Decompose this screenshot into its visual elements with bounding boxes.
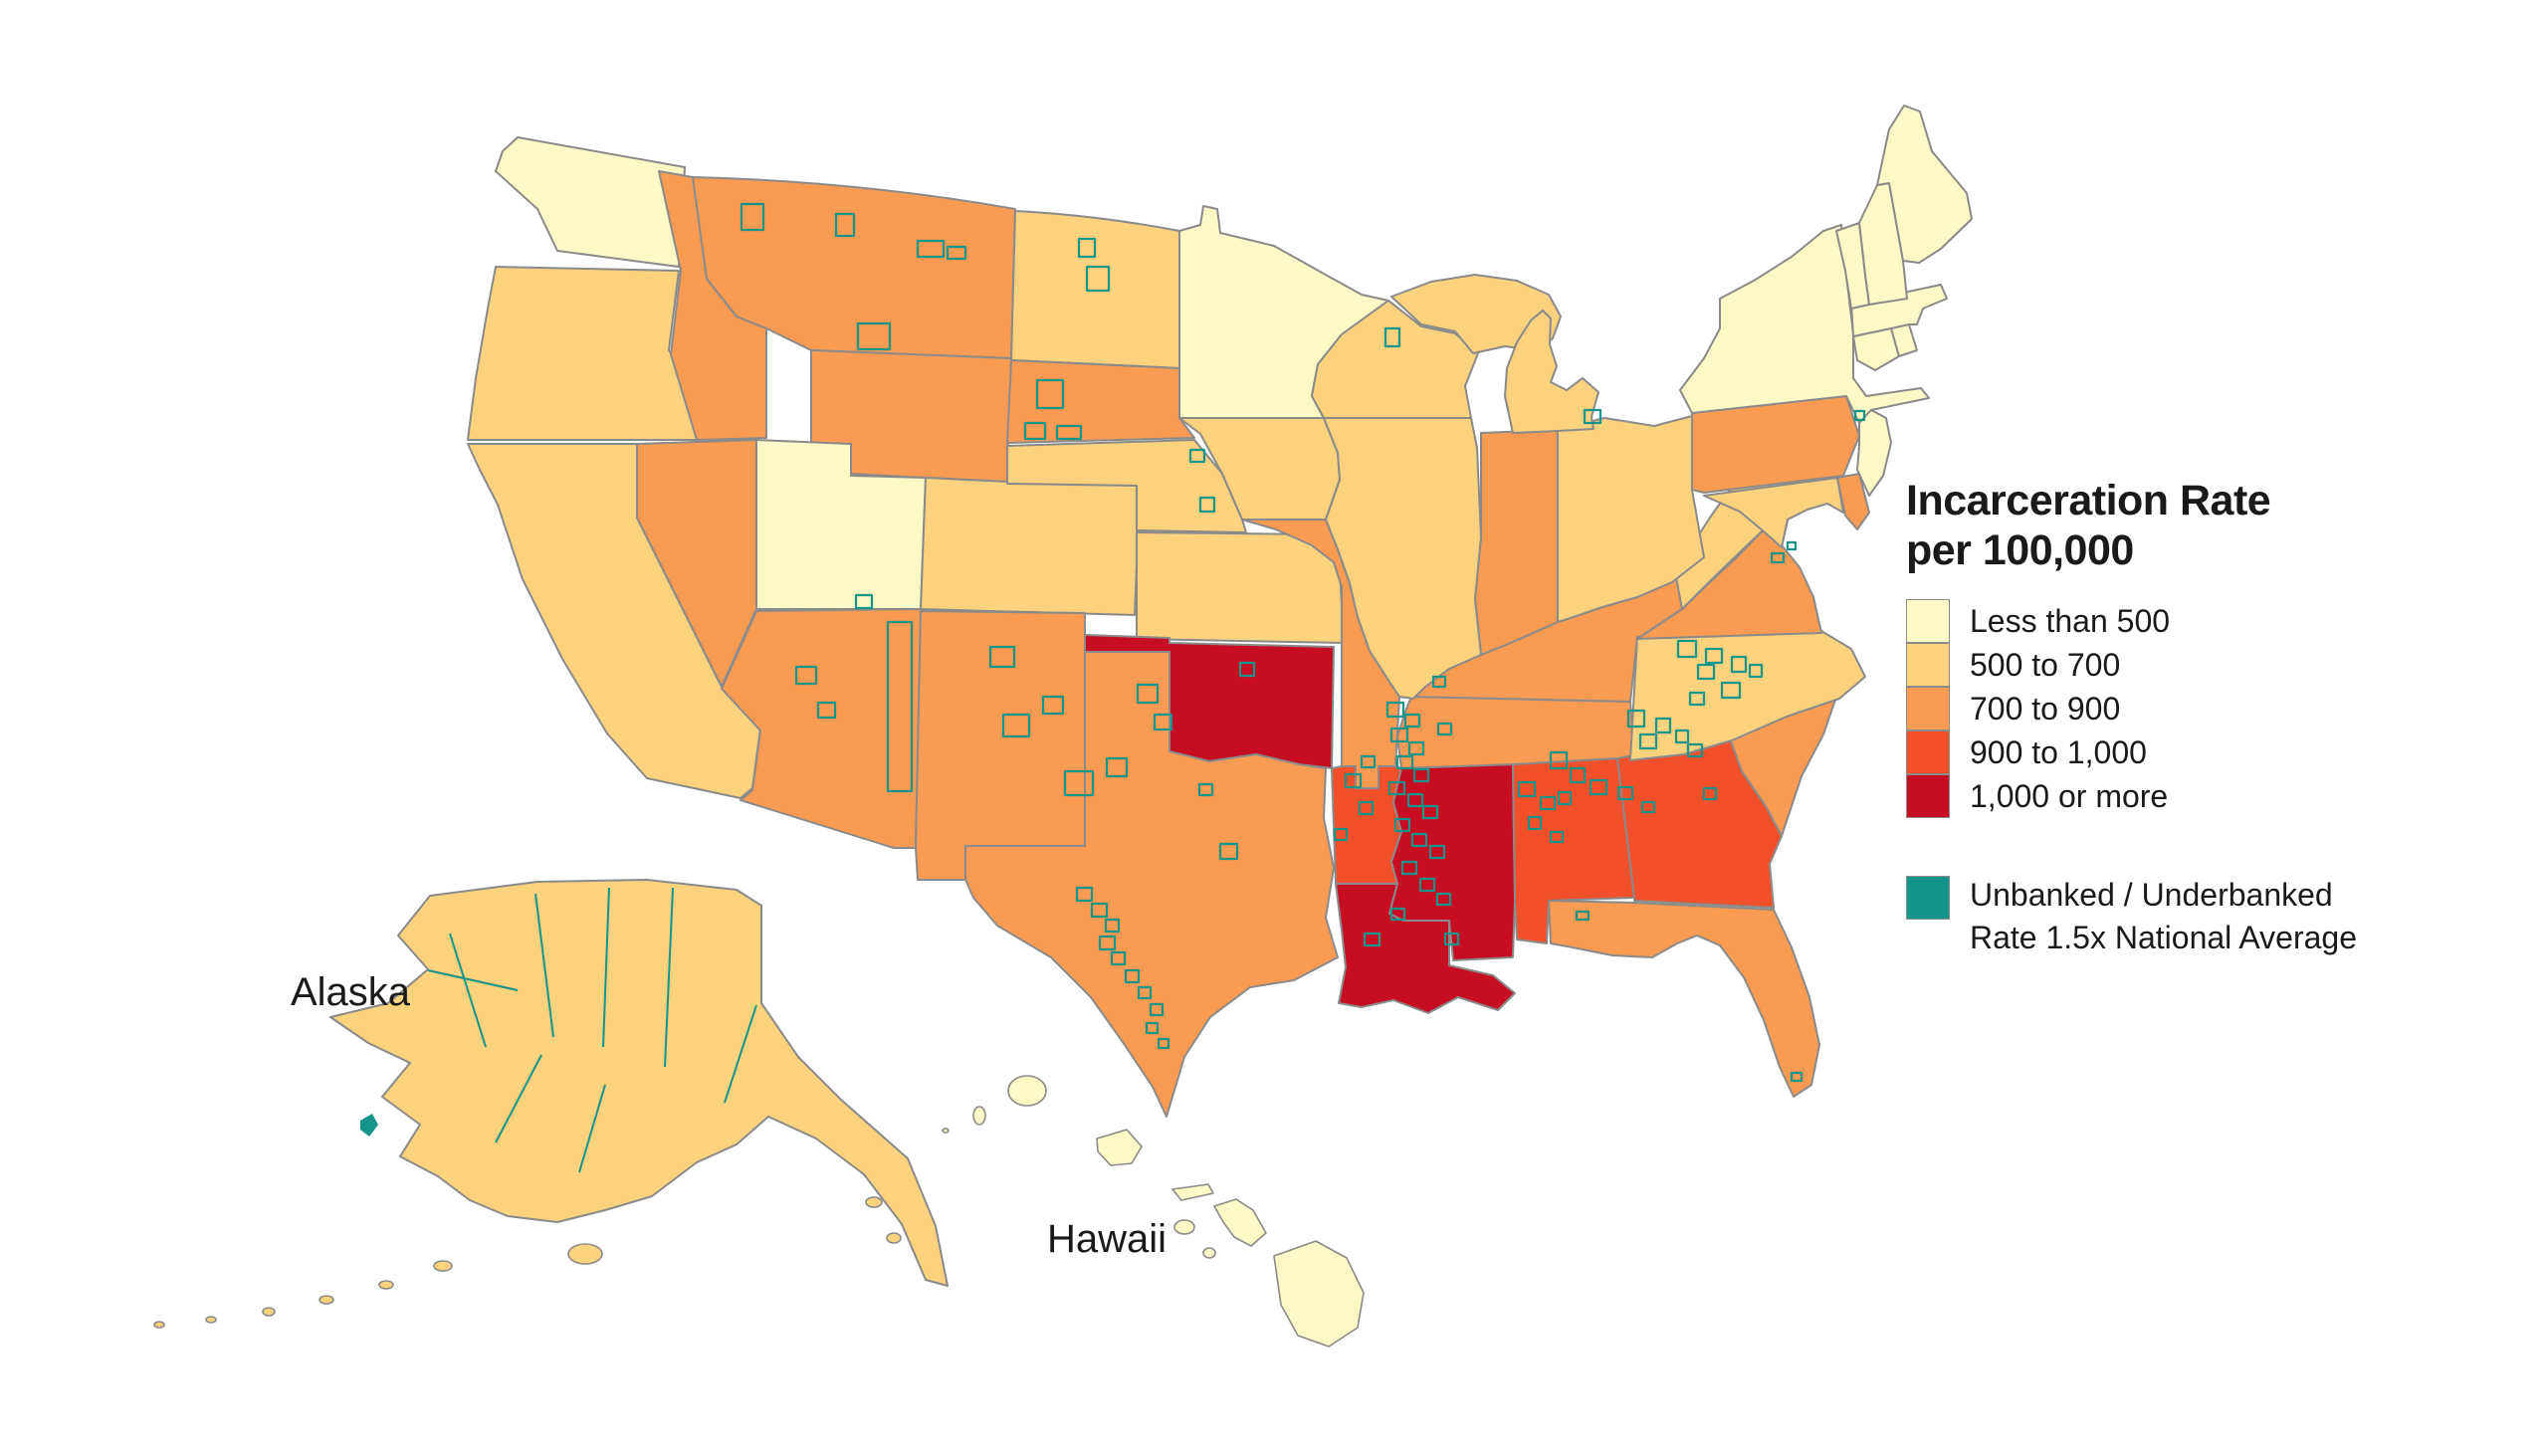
states-layer [153,104,1973,1348]
state-florida [1548,900,1820,1098]
state-delaware [1836,473,1870,530]
legend-title-line1: Incarceration Rate [1906,477,2271,524]
aleutian-island [205,1316,217,1324]
legend-title: Incarceration Rate per 100,000 [1906,476,2513,575]
state-michigan-upper [1390,274,1562,354]
hawaii-big-island [1273,1240,1365,1348]
state-wisconsin [1311,300,1479,419]
state-massachusetts [1850,284,1948,337]
alaska-teal-island [360,1114,378,1137]
state-illinois [1323,417,1482,700]
unbanked-county-outlines [740,202,1866,1083]
state-washington [495,136,686,268]
legend-item: 900 to 1,000 [1906,730,2513,774]
state-michigan-lower [1504,310,1599,434]
legend-item: 1,000 or more [1906,774,2513,818]
alaska-label: Alaska [291,970,411,1014]
legend-swatch [1906,687,1950,730]
state-north-carolina [1629,630,1866,761]
legend-item: 500 to 700 [1906,643,2513,687]
state-new-mexico [915,610,1086,881]
legend-title-line2: per 100,000 [1906,526,2134,574]
legend-items: Less than 500 500 to 700 700 to 900 900 to … [1906,599,2513,818]
legend-item-label: 700 to 900 [1970,690,2121,727]
state-alaska [329,879,949,1287]
legend: Incarceration Rate per 100,000 Less than… [1906,476,2513,959]
state-ohio [1557,415,1705,623]
legend-swatch [1906,774,1950,818]
state-new-jersey [1856,409,1892,497]
hawaii-niihau [972,1106,986,1126]
hawaii-label: Hawaii [1047,1217,1167,1261]
unbanked-label-line1: Unbanked / Underbanked [1970,877,2333,913]
legend-swatch [1906,599,1950,643]
aleutian-island [153,1321,165,1329]
hawaii-maui [1213,1198,1267,1247]
unbanked-county-outlines-layer [360,202,1866,1173]
state-colorado [920,477,1141,616]
state-maine [1876,104,1973,264]
hawaii-lanai [1173,1219,1195,1235]
legend-unbanked: Unbanked / Underbanked Rate 1.5x Nationa… [1906,874,2513,959]
legend-item-label: 500 to 700 [1970,646,2121,683]
legend-item-label: 1,000 or more [1970,777,2169,814]
alaska-se-island [865,1196,883,1208]
aleutian-island [433,1260,453,1272]
aleutian-island [318,1295,334,1305]
aleutian-island [378,1280,394,1290]
state-tennessee [1396,696,1635,769]
legend-item: Less than 500 [1906,599,2513,643]
legend-swatch [1906,643,1950,687]
hawaii-kauai [1007,1075,1047,1107]
legend-item: 700 to 900 [1906,687,2513,730]
state-oregon [467,266,698,441]
hawaii-molokai [1171,1183,1214,1201]
alaska-se-island [886,1232,902,1244]
unbanked-swatch [1906,876,1950,920]
hawaii-islet [942,1128,950,1134]
state-kansas [1136,531,1345,644]
legend-item-label: Less than 500 [1970,602,2171,639]
state-texas [964,651,1339,1118]
state-south-dakota [1006,359,1195,444]
hawaii-kahoolawe [1202,1247,1216,1259]
alaska-kodiak-island [567,1243,603,1265]
legend-swatch [1906,730,1950,774]
state-indiana [1474,429,1559,656]
alaska-borough-lines [427,887,757,1173]
unbanked-label-line2: Rate 1.5x National Average [1970,920,2357,955]
legend-item-label: 900 to 1,000 [1970,733,2147,770]
hawaii-oahu [1096,1129,1143,1166]
aleutian-island [262,1307,276,1317]
unbanked-label: Unbanked / Underbanked Rate 1.5x Nationa… [1970,874,2357,959]
